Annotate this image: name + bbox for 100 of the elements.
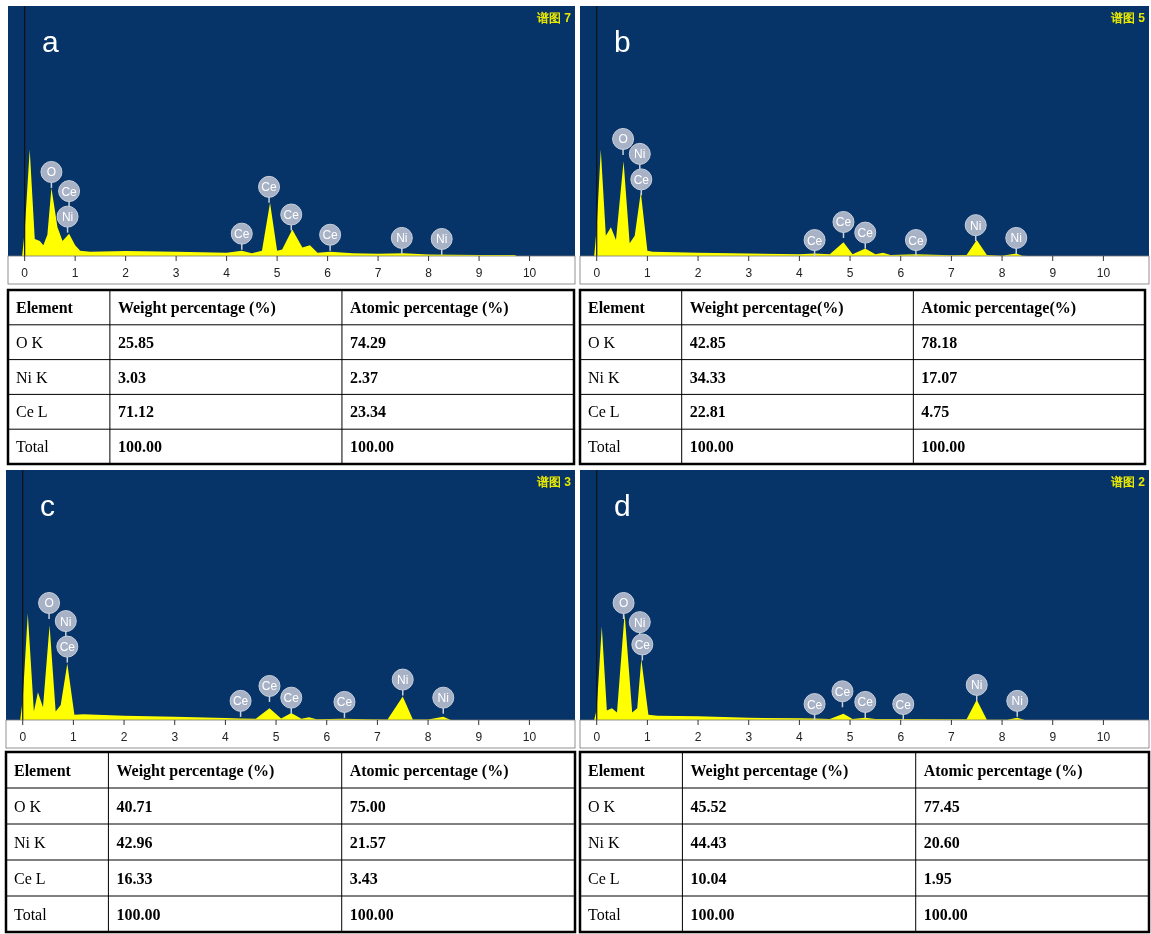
x-tick-label: 1 (70, 730, 78, 744)
x-tick-label: 5 (846, 730, 854, 744)
text: Element (14, 761, 72, 779)
annotation: Ni (61, 210, 74, 225)
text: 21.57 (349, 833, 386, 851)
x-tick-label: 2 (122, 266, 130, 280)
annotation: Ce (806, 697, 823, 712)
category-label: Ce L (16, 403, 48, 421)
x-tick-label: 1 (644, 266, 652, 280)
annotation: Ce (234, 227, 250, 242)
text: 78.18 (921, 333, 958, 351)
x-tick-label: 5 (273, 266, 281, 280)
annotation: Ni (437, 691, 449, 706)
text: 100.00 (349, 905, 394, 923)
annotation: Ni (397, 673, 409, 688)
category-label: O K (14, 797, 42, 815)
text: 45.52 (690, 797, 727, 815)
annotation: Ce (61, 184, 78, 199)
chart-title: c (40, 489, 55, 522)
category-label: Weight percentage (%) (117, 298, 276, 317)
text: 42.96 (116, 833, 153, 851)
chart-title: a (42, 25, 59, 58)
x-tick-label: 8 (998, 266, 1006, 280)
x-tick-label: 4 (222, 730, 230, 744)
text: 谱图 3 (535, 475, 572, 489)
text: 谱图 7 (535, 11, 572, 25)
category-label: Weight percentage (%) (116, 761, 275, 780)
x-tick-label: 10 (522, 730, 537, 744)
text: 10.04 (690, 869, 727, 887)
x-tick-label: 9 (1049, 266, 1057, 280)
text: 2.37 (349, 368, 378, 386)
x-tick-label: 7 (374, 730, 382, 744)
text: 100.00 (921, 438, 966, 456)
x-tick-label: 5 (272, 730, 280, 744)
category-label: Atomic percentage(%) (921, 298, 1077, 317)
annotation: Ce (261, 180, 278, 195)
x-tick-label: 4 (796, 266, 804, 280)
text: 42.85 (689, 333, 726, 351)
annotation: Ce (634, 637, 651, 652)
annotation: Ni (1011, 694, 1023, 709)
chart-title: d (614, 489, 631, 522)
text: 40.71 (116, 797, 153, 815)
x-tick-label: 3 (745, 266, 753, 280)
annotation: Ni (971, 678, 983, 693)
category-label: O K (588, 797, 616, 815)
x-tick-label: 3 (171, 730, 179, 744)
text: Element (588, 298, 646, 316)
text: 3.03 (117, 368, 146, 386)
annotation: Ce (283, 691, 300, 706)
category-label: Ni K (16, 368, 48, 386)
annotation: Ce (806, 233, 823, 248)
category-label: Atomic percentage (%) (923, 761, 1083, 780)
text: 74.29 (349, 333, 386, 351)
x-tick-label: 3 (172, 266, 180, 280)
text: 4.75 (921, 403, 950, 421)
x-tick-label: 1 (71, 266, 79, 280)
category-label: Ce L (14, 869, 46, 887)
x-tick-label: 6 (897, 730, 905, 744)
annotation: Ce (633, 172, 650, 187)
category-label: Ce L (588, 869, 620, 887)
category-label: Ni K (588, 368, 620, 386)
annotation: Ce (261, 679, 278, 694)
text: 谱图 2 (1109, 475, 1146, 489)
x-tick-label: 2 (694, 266, 702, 280)
x-tick-label: 0 (21, 266, 29, 280)
x-tick-label: 1 (644, 730, 652, 744)
annotation: Ce (834, 684, 851, 699)
annotation: Ni (60, 614, 72, 629)
text: 77.45 (923, 797, 960, 815)
text: 71.12 (117, 403, 154, 421)
x-tick-label: 9 (475, 266, 483, 280)
annotation: Ce (835, 215, 852, 230)
annotation: Ni (634, 147, 646, 162)
x-tick-label: 10 (1096, 266, 1111, 280)
annotation: O (44, 596, 54, 611)
category-label: Weight percentage(%) (689, 298, 844, 317)
x-tick-label: 2 (120, 730, 128, 744)
annotation: Ce (336, 695, 353, 710)
x-tick-label: 7 (374, 266, 382, 280)
text: 1.95 (923, 869, 952, 887)
x-tick-label: 8 (425, 266, 433, 280)
category-label: Weight percentage (%) (690, 761, 849, 780)
x-tick-label: 10 (522, 266, 537, 280)
text: 16.33 (116, 869, 153, 887)
annotation: Ni (970, 218, 982, 233)
annotation: Ce (322, 228, 339, 243)
text: 25.85 (117, 333, 154, 351)
x-tick-label: 6 (324, 266, 332, 280)
text: 100.00 (116, 905, 161, 923)
annotation: Ce (857, 226, 874, 241)
category-label: Total (16, 438, 49, 456)
x-tick-label: 8 (998, 730, 1006, 744)
category-label: Ni K (588, 833, 620, 851)
annotation: O (618, 596, 629, 611)
text: 20.60 (923, 833, 960, 851)
category-label: O K (16, 333, 44, 351)
annotation: Ni (436, 232, 448, 247)
x-tick-label: 2 (694, 730, 702, 744)
annotation: Ce (895, 697, 912, 712)
text: 23.34 (349, 403, 386, 421)
